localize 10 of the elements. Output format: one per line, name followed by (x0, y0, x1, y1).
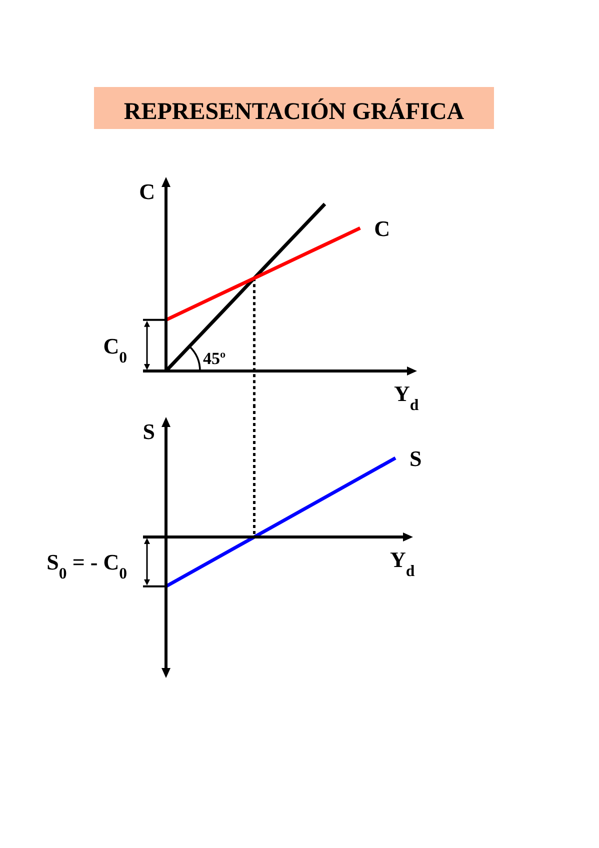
annotation: 45º (203, 349, 226, 368)
y-axis-title: C (139, 179, 155, 204)
series-label: C (374, 216, 390, 242)
series-label: S (409, 446, 422, 471)
x-axis-title: Y$_{d}$ (394, 381, 419, 414)
text: C$_{0}$ (103, 333, 128, 366)
x-axis-title: Y$_{d}$ (390, 547, 415, 580)
y-axis-title: S (142, 419, 155, 444)
chart-title: REPRESENTACIÓN GRÁFICA (124, 98, 465, 125)
text: S$_{0}$ = - C$_{0}$ (46, 550, 128, 582)
